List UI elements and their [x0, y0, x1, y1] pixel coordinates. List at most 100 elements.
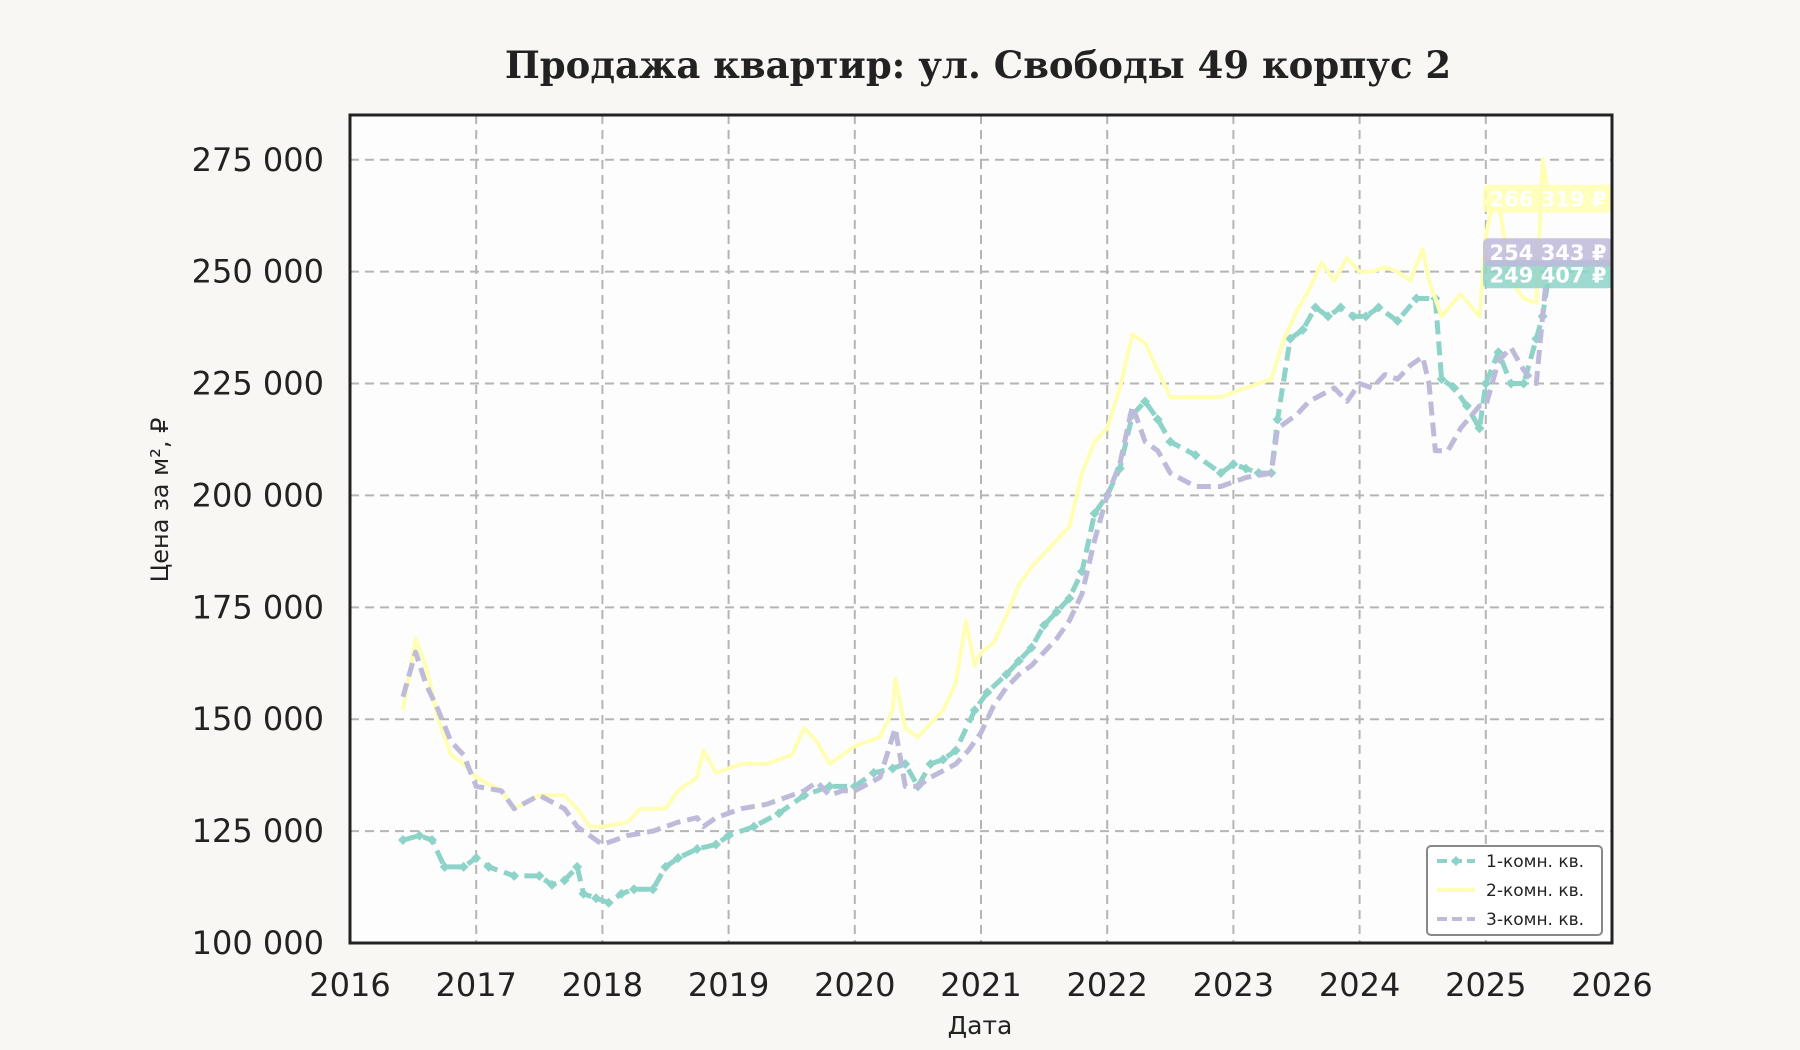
y-axis-label: Цена за м², ₽	[146, 418, 174, 583]
data-point	[982, 687, 993, 698]
data-point	[1493, 347, 1504, 358]
data-point	[868, 767, 879, 778]
legend: 1-комн. кв. 2-комн. кв. 3-комн. кв.	[1426, 845, 1603, 936]
x-tick-label: 2020	[814, 966, 895, 1004]
data-point	[950, 745, 961, 756]
data-point	[1373, 302, 1384, 313]
end-label-text: 254 343 ₽	[1490, 241, 1607, 265]
data-point	[1480, 378, 1491, 389]
data-point	[673, 852, 684, 863]
data-point	[1215, 468, 1226, 479]
data-point	[938, 754, 949, 765]
data-point	[1165, 436, 1176, 447]
data-point	[692, 844, 703, 855]
end-label-box	[1483, 184, 1613, 213]
data-point	[1474, 423, 1485, 434]
data-point	[1335, 302, 1346, 313]
x-tick-label: 2016	[309, 966, 390, 1004]
y-tick-label: 125 000	[192, 812, 324, 850]
data-point	[1026, 642, 1037, 653]
end-label-text: 249 407 ₽	[1490, 263, 1607, 287]
data-point	[1411, 293, 1422, 304]
end-labels: 249 407 ₽ 266 319 ₽ 254 343 ₽	[1483, 184, 1613, 289]
legend-marker	[1451, 856, 1461, 866]
series-3	[400, 251, 1552, 847]
x-tick-label: 2021	[940, 966, 1021, 1004]
data-point	[824, 781, 835, 792]
data-point	[1152, 414, 1163, 425]
legend-label: 2-комн. кв.	[1486, 881, 1584, 901]
end-label-1: 249 407 ₽	[1483, 260, 1613, 289]
data-point	[1392, 315, 1403, 326]
y-tick-label: 275 000	[192, 141, 324, 179]
x-tick-label: 2023	[1193, 966, 1274, 1004]
data-point	[660, 861, 671, 872]
data-point	[578, 888, 589, 899]
data-point	[1297, 324, 1308, 335]
data-point	[710, 839, 721, 850]
data-point	[887, 763, 898, 774]
data-point	[774, 808, 785, 819]
legend-box	[1426, 845, 1603, 936]
data-point	[572, 861, 583, 872]
data-point	[1285, 333, 1296, 344]
series-line	[400, 251, 1552, 847]
data-point	[1039, 620, 1050, 631]
data-point	[1228, 459, 1239, 470]
data-point	[458, 861, 469, 872]
data-point	[559, 875, 570, 886]
series-2	[401, 157, 1551, 829]
data-point	[1323, 311, 1334, 322]
data-point	[1051, 606, 1062, 617]
series-line	[401, 157, 1551, 829]
data-point	[647, 884, 658, 895]
data-point	[439, 861, 450, 872]
plot-frame	[348, 113, 1614, 945]
y-tick-label: 100 000	[192, 924, 324, 962]
data-point	[1001, 669, 1012, 680]
data-point	[414, 830, 425, 841]
x-axis-label: Дата	[948, 1011, 1013, 1040]
data-point	[723, 830, 734, 841]
x-tick-label: 2026	[1571, 966, 1652, 1004]
legend-item: 2-комн. кв.	[1437, 881, 1584, 901]
data-point	[628, 884, 639, 895]
tick-labels: 2016 2017 2018 2019 2020 2021 2022 2023 2024 2025…	[192, 141, 1653, 1004]
data-point	[1140, 396, 1151, 407]
data-point	[1089, 508, 1100, 519]
data-point	[603, 897, 614, 908]
y-tick-label: 225 000	[192, 365, 324, 403]
data-point	[546, 879, 557, 890]
legend-item: 1-комн. кв.	[1437, 852, 1584, 872]
data-point	[1310, 302, 1321, 313]
data-point	[748, 821, 759, 832]
series-layer	[398, 157, 1554, 908]
legend-item: 3-комн. кв.	[1437, 910, 1584, 930]
data-point	[427, 835, 438, 846]
data-point	[1190, 450, 1201, 461]
x-tick-label: 2017	[435, 966, 516, 1004]
data-point	[1360, 311, 1371, 322]
x-tick-label: 2025	[1445, 966, 1526, 1004]
y-tick-label: 175 000	[192, 588, 324, 626]
x-tick-label: 2024	[1319, 966, 1400, 1004]
x-tick-label: 2018	[562, 966, 643, 1004]
data-point	[1064, 593, 1075, 604]
data-point	[1348, 311, 1359, 322]
data-point	[1272, 414, 1283, 425]
y-tick-label: 150 000	[192, 700, 324, 738]
data-point	[471, 852, 482, 863]
x-tick-label: 2019	[688, 966, 769, 1004]
end-label-text: 266 319 ₽	[1490, 188, 1607, 212]
x-tick-label: 2022	[1066, 966, 1147, 1004]
end-label-2: 266 319 ₽	[1483, 184, 1613, 213]
data-point	[509, 870, 520, 881]
data-point	[1436, 374, 1447, 385]
data-point	[1449, 383, 1460, 394]
data-point	[534, 870, 545, 881]
legend-label: 1-комн. кв.	[1486, 852, 1584, 872]
data-point	[398, 835, 409, 846]
end-label-box	[1483, 260, 1613, 289]
